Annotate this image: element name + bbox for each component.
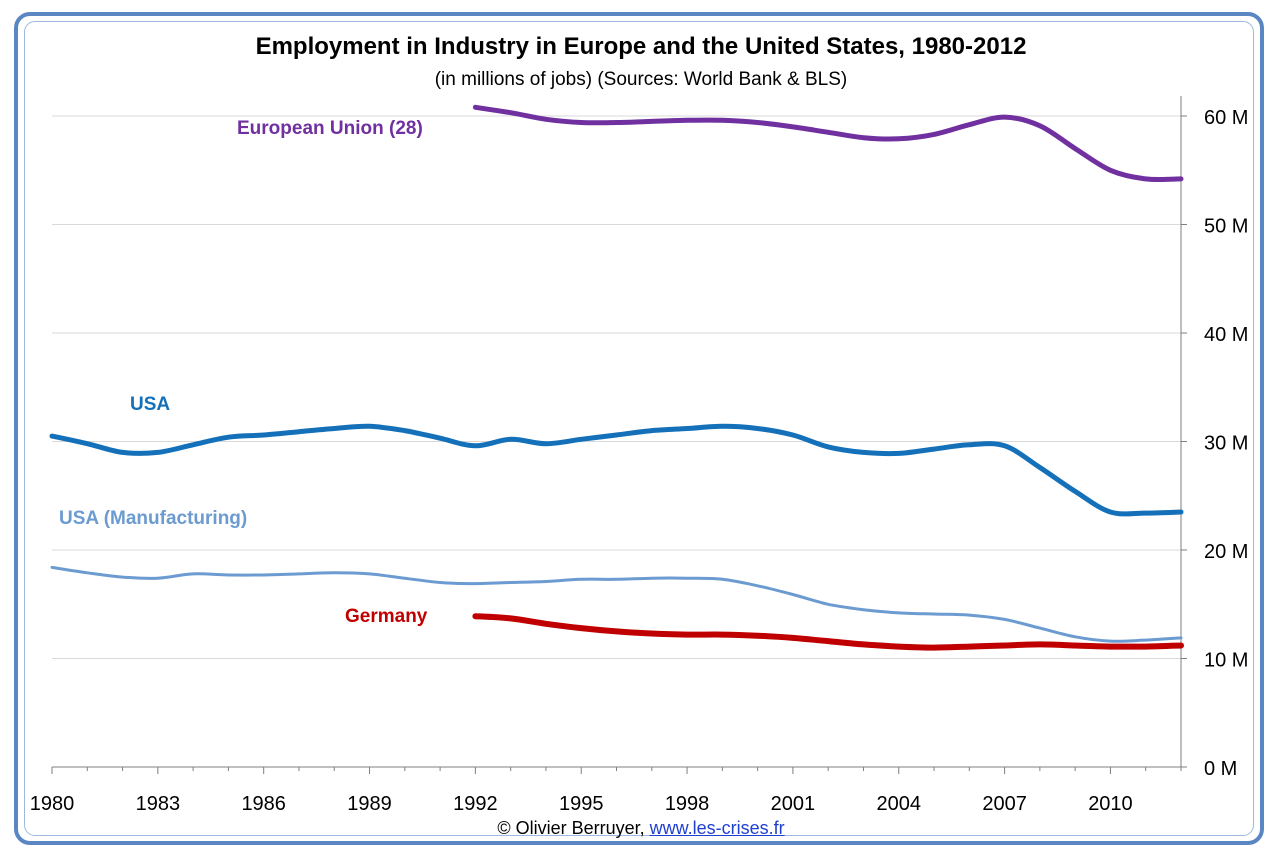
series-line-usa (49, 423, 1184, 517)
x-tick-label: 2001 (771, 793, 816, 815)
series-label-germany: Germany (345, 606, 428, 627)
x-tick-label: 2007 (982, 793, 1027, 815)
gridlines (52, 115, 1181, 659)
y-tick-label: 10 M (1204, 650, 1248, 672)
chart-frame-inner (24, 21, 1254, 836)
chart-title: Employment in Industry in Europe and the… (256, 33, 1027, 60)
series-line-germany (472, 613, 1184, 651)
footer-link[interactable]: www.les-crises.fr (649, 818, 785, 838)
y-tick-label: 50 M (1204, 216, 1248, 238)
series-labels: European Union (28) USA USA (Manufacturi… (59, 118, 428, 627)
series-line-usa-manufacturing (50, 565, 1183, 643)
x-tick-label: 1995 (559, 793, 604, 815)
chart-subtitle: (in millions of jobs) (Sources: World Ba… (435, 69, 848, 90)
series-label-usa-manufacturing: USA (Manufacturing) (59, 508, 247, 529)
footer-credit: © Olivier Berruyer, (497, 818, 645, 838)
y-tick-label: 40 M (1204, 324, 1248, 346)
x-tick-label: 1992 (453, 793, 498, 815)
series-line-eu (472, 104, 1184, 183)
chart-frame (14, 12, 1264, 845)
series-label-eu: European Union (28) (237, 118, 423, 139)
x-tick-label: 1983 (136, 793, 181, 815)
footer: © Olivier Berruyer, www.les-crises.fr (0, 818, 1282, 839)
y-tick-label: 60 M (1204, 107, 1248, 129)
x-tick-label: 1989 (347, 793, 392, 815)
axes: 0 M 10 M 20 M 30 M 40 M 50 M 60 M 1980 1983 1986 1… (30, 96, 1248, 815)
series-label-usa: USA (130, 394, 170, 415)
series-lines (49, 104, 1184, 651)
x-tick-label: 2004 (877, 793, 922, 815)
y-tick-label: 0 M (1204, 758, 1237, 780)
y-tick-label: 30 M (1204, 433, 1248, 455)
x-tick-label: 2010 (1088, 793, 1133, 815)
x-tick-label: 1998 (665, 793, 710, 815)
y-tick-label: 20 M (1204, 541, 1248, 563)
x-tick-label: 1980 (30, 793, 75, 815)
x-tick-label: 1986 (241, 793, 286, 815)
